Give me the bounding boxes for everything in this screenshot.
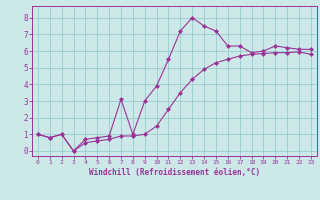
X-axis label: Windchill (Refroidissement éolien,°C): Windchill (Refroidissement éolien,°C)	[89, 168, 260, 177]
